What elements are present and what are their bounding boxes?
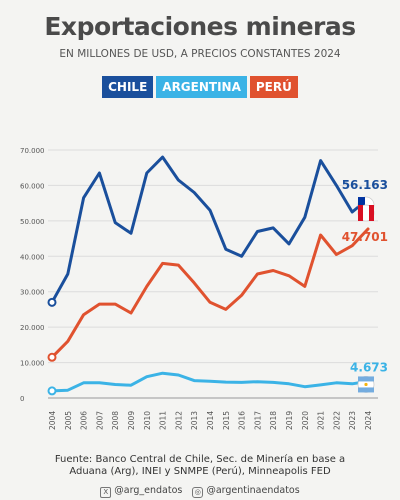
peru-flag-icon	[357, 204, 375, 222]
argentina-flag-icon	[357, 376, 375, 393]
instagram-icon: ◎	[192, 487, 204, 498]
social-handles: X @arg_endatos ◎ @argentinaendatos	[0, 485, 400, 498]
x-handle[interactable]: X @arg_endatos	[100, 485, 182, 498]
x-tick-label: 2012	[174, 411, 183, 430]
start-point-marker	[47, 297, 57, 307]
y-tick-label: 40.000	[20, 253, 45, 261]
chart-subtitle: EN MILLONES DE USD, A PRECIOS CONSTANTES…	[59, 48, 341, 60]
peru-flag-right	[369, 205, 374, 222]
y-tick-label: 60.000	[20, 182, 45, 190]
series-line-chile	[50, 155, 370, 304]
x-tick-label: 2016	[238, 411, 247, 430]
legend-peru: PERÚ	[249, 76, 298, 98]
series-lines	[50, 155, 370, 393]
x-tick-label: 2009	[127, 411, 136, 430]
y-tick-label: 10.000	[20, 360, 45, 368]
source-note: Fuente: Banco Central de Chile, Sec. de …	[0, 454, 400, 478]
legend-chile: CHILE	[102, 76, 154, 98]
x-tick-label: 2019	[285, 411, 294, 430]
x-axis-ticks: 2004 2005 2006 2007 2008 2009 2010 2011 2012 2013…	[48, 411, 373, 430]
x-tick-label: 2018	[269, 411, 278, 430]
x-tick-label: 2020	[301, 411, 310, 430]
x-tick-label: 2024	[364, 411, 373, 430]
argentina-flag-top	[358, 376, 374, 382]
chile-flag-blue	[358, 197, 365, 206]
x-tick-label: 2021	[317, 411, 326, 430]
end-value-label: 56.163	[342, 178, 388, 192]
x-tick-label: 2004	[48, 411, 57, 430]
y-tick-label: 70.000	[20, 147, 45, 155]
x-tick-label: 2007	[95, 411, 104, 430]
y-tick-label: 20.000	[20, 324, 45, 332]
x-tick-label: 2017	[253, 411, 262, 430]
x-tick-label: 2013	[190, 411, 199, 430]
x-tick-label: 2022	[332, 411, 341, 430]
start-point-marker	[47, 386, 57, 396]
end-value-label: 47.701	[342, 230, 388, 244]
x-tick-label: 2010	[143, 411, 152, 430]
y-tick-label: 30.000	[20, 289, 45, 297]
source-line-2: Aduana (Arg), INEI y SNMPE (Perú), Minne…	[69, 466, 331, 477]
x-tick-label: 2011	[159, 411, 168, 430]
series-line-perú	[50, 227, 370, 359]
chart-title: Exportaciones mineras	[44, 12, 356, 41]
legend-argentina: ARGENTINA	[156, 76, 247, 98]
instagram-handle[interactable]: ◎ @argentinaendatos	[192, 485, 300, 498]
end-value-label: 4.673	[350, 360, 388, 374]
x-tick-label: 2023	[348, 411, 357, 430]
x-tick-label: 2005	[64, 411, 73, 430]
series-line-argentina	[50, 371, 370, 393]
y-axis-ticks: 0 10.000 20.000 30.000 40.000 50.000 60.000 70.…	[20, 147, 45, 403]
grid-lines	[48, 149, 378, 399]
argentina-flag-sun	[364, 382, 368, 387]
source-line-1: Fuente: Banco Central de Chile, Sec. de …	[54, 454, 346, 465]
argentina-flag-bottom	[358, 387, 374, 393]
series-markers: 56.163 47.701 4.673	[47, 178, 388, 396]
x-tick-label: 2008	[111, 411, 120, 430]
legend: CHILE ARGENTINA PERÚ	[0, 76, 400, 98]
x-logo-icon: X	[100, 487, 112, 498]
x-tick-label: 2014	[206, 411, 215, 430]
peru-flag-left	[358, 205, 363, 222]
y-tick-label: 50.000	[20, 218, 45, 226]
x-tick-label: 2006	[80, 411, 89, 430]
x-tick-label: 2015	[222, 411, 231, 430]
y-tick-label: 0	[20, 395, 24, 403]
start-point-marker	[47, 352, 57, 362]
